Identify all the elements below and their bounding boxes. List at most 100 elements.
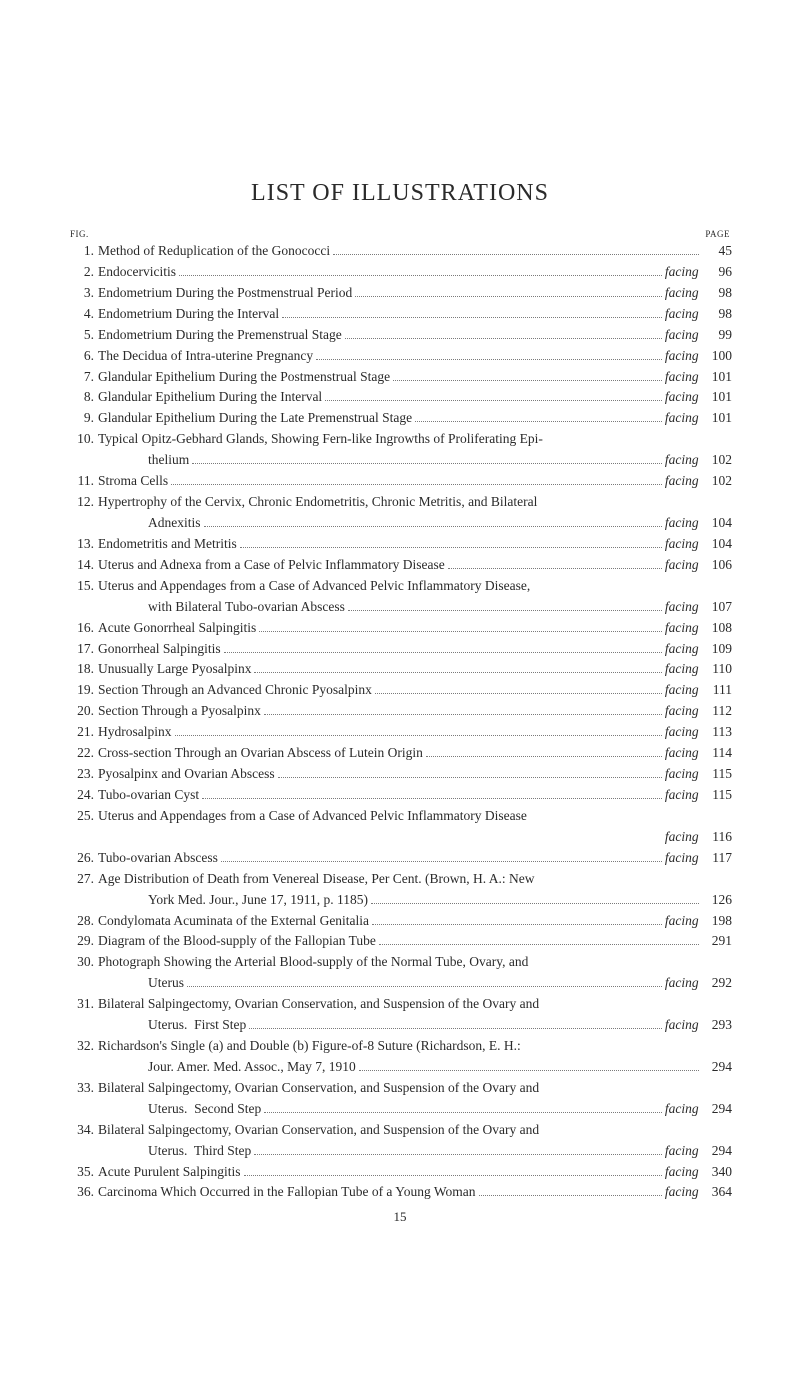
list-entry: 6.The Decidua of Intra-uterine Pregnancy… [68,346,732,367]
entry-page: 104 [702,534,732,555]
entry-page: 117 [702,848,732,869]
facing-label: facing [665,471,702,492]
entry-text: Endometritis and Metritis [98,534,237,555]
leader-dots [264,1101,662,1113]
facing-label: facing [665,283,702,304]
list-entry: 34.Bilateral Salpingectomy, Ovarian Cons… [68,1120,732,1141]
list-entry: 17.Gonorrheal Salpingitisfacing 109 [68,639,732,660]
list-entry: 8.Glandular Epithelium During the Interv… [68,387,732,408]
entry-page: 294 [702,1057,732,1078]
entry-number: 15. [68,576,98,597]
leader-dots [371,892,699,904]
facing-label: facing [665,827,702,848]
entry-number: 13. [68,534,98,555]
entry-number: 29. [68,931,98,952]
entry-page: 115 [702,764,732,785]
list-entry: 2.Endocervicitisfacing 96 [68,262,732,283]
entry-page: 364 [702,1182,732,1203]
leader-dots [254,1143,662,1155]
entry-number: 2. [68,262,98,283]
entry-number: 6. [68,346,98,367]
entry-number: 17. [68,639,98,660]
entry-number: 32. [68,1036,98,1057]
list-entry: 23.Pyosalpinx and Ovarian Abscessfacing … [68,764,732,785]
entry-text: Bilateral Salpingectomy, Ovarian Conserv… [98,994,539,1015]
leader-dots [244,1164,662,1176]
entry-page: 101 [702,408,732,429]
facing-label: facing [665,1099,702,1120]
list-entry: 32.Richardson's Single (a) and Double (b… [68,1036,732,1057]
entry-text: Tubo-ovarian Abscess [98,848,218,869]
facing-label: facing [665,785,702,806]
leader-dots [240,536,662,548]
entry-number: 3. [68,283,98,304]
list-entry: 12.Hypertrophy of the Cervix, Chronic En… [68,492,732,513]
entry-number: 10. [68,429,98,450]
entry-number: 34. [68,1120,98,1141]
leader-dots [479,1185,662,1197]
entry-text: Uterus and Appendages from a Case of Adv… [98,576,530,597]
list-entry-continuation: York Med. Jour., June 17, 1911, p. 1185)… [68,890,732,911]
list-entry: 10.Typical Opitz-Gebhard Glands, Showing… [68,429,732,450]
leader-dots [264,703,662,715]
entry-number: 8. [68,387,98,408]
entry-page: 45 [702,241,732,262]
facing-label: facing [665,764,702,785]
leader-dots [393,369,662,381]
facing-label: facing [665,346,702,367]
list-entry: 33.Bilateral Salpingectomy, Ovarian Cons… [68,1078,732,1099]
entry-number: 36. [68,1182,98,1203]
col-header-fig: FIG. [70,229,89,239]
entry-page: 115 [702,785,732,806]
leader-dots [359,1059,699,1071]
facing-label: facing [665,450,702,471]
list-entry: 13.Endometritis and Metritisfacing 104 [68,534,732,555]
illustration-list: 1.Method of Reduplication of the Gonococ… [68,241,732,1203]
leader-dots [325,390,662,402]
list-entry: 5.Endometrium During the Premenstrual St… [68,325,732,346]
entry-page: 293 [702,1015,732,1036]
entry-number: 7. [68,367,98,388]
entry-page: 99 [702,325,732,346]
facing-label: facing [665,722,702,743]
entry-number: 35. [68,1162,98,1183]
entry-number: 21. [68,722,98,743]
facing-label: facing [665,1162,702,1183]
entry-number: 18. [68,659,98,680]
list-entry: 35.Acute Purulent Salpingitisfacing 340 [68,1162,732,1183]
entry-number: 24. [68,785,98,806]
entry-number: 14. [68,555,98,576]
entry-text: Glandular Epithelium During the Postmens… [98,367,390,388]
facing-label: facing [665,387,702,408]
leader-dots [202,787,662,799]
facing-label: facing [665,639,702,660]
entry-text: Age Distribution of Death from Venereal … [98,869,535,890]
entry-text: Diagram of the Blood-supply of the Fallo… [98,931,376,952]
leader-dots [171,473,662,485]
entry-text: Pyosalpinx and Ovarian Abscess [98,764,275,785]
leader-dots [379,934,699,946]
facing-label: facing [665,911,702,932]
leader-dots [448,557,662,569]
list-entry: 19.Section Through an Advanced Chronic P… [68,680,732,701]
leader-dots [249,1017,662,1029]
entry-text: Unusually Large Pyosalpinx [98,659,251,680]
facing-label: facing [665,659,702,680]
list-entry: 18.Unusually Large Pyosalpinxfacing 110 [68,659,732,680]
leader-dots [259,620,662,632]
facing-label: facing [665,973,702,994]
facing-label: facing [665,325,702,346]
list-entry: 22.Cross-section Through an Ovarian Absc… [68,743,732,764]
list-entry: 26.Tubo-ovarian Abscessfacing 117 [68,848,732,869]
leader-dots [254,662,661,674]
entry-text: Acute Gonorrheal Salpingitis [98,618,256,639]
facing-label: facing [665,1141,702,1162]
entry-text: Condylomata Acuminata of the External Ge… [98,911,369,932]
footer-page-number: 15 [68,1209,732,1225]
entry-page: 114 [702,743,732,764]
list-entry: 27.Age Distribution of Death from Venere… [68,869,732,890]
entry-text: Bilateral Salpingectomy, Ovarian Conserv… [98,1120,539,1141]
entry-number: 23. [68,764,98,785]
entry-text: The Decidua of Intra-uterine Pregnancy [98,346,313,367]
leader-dots [415,411,662,423]
